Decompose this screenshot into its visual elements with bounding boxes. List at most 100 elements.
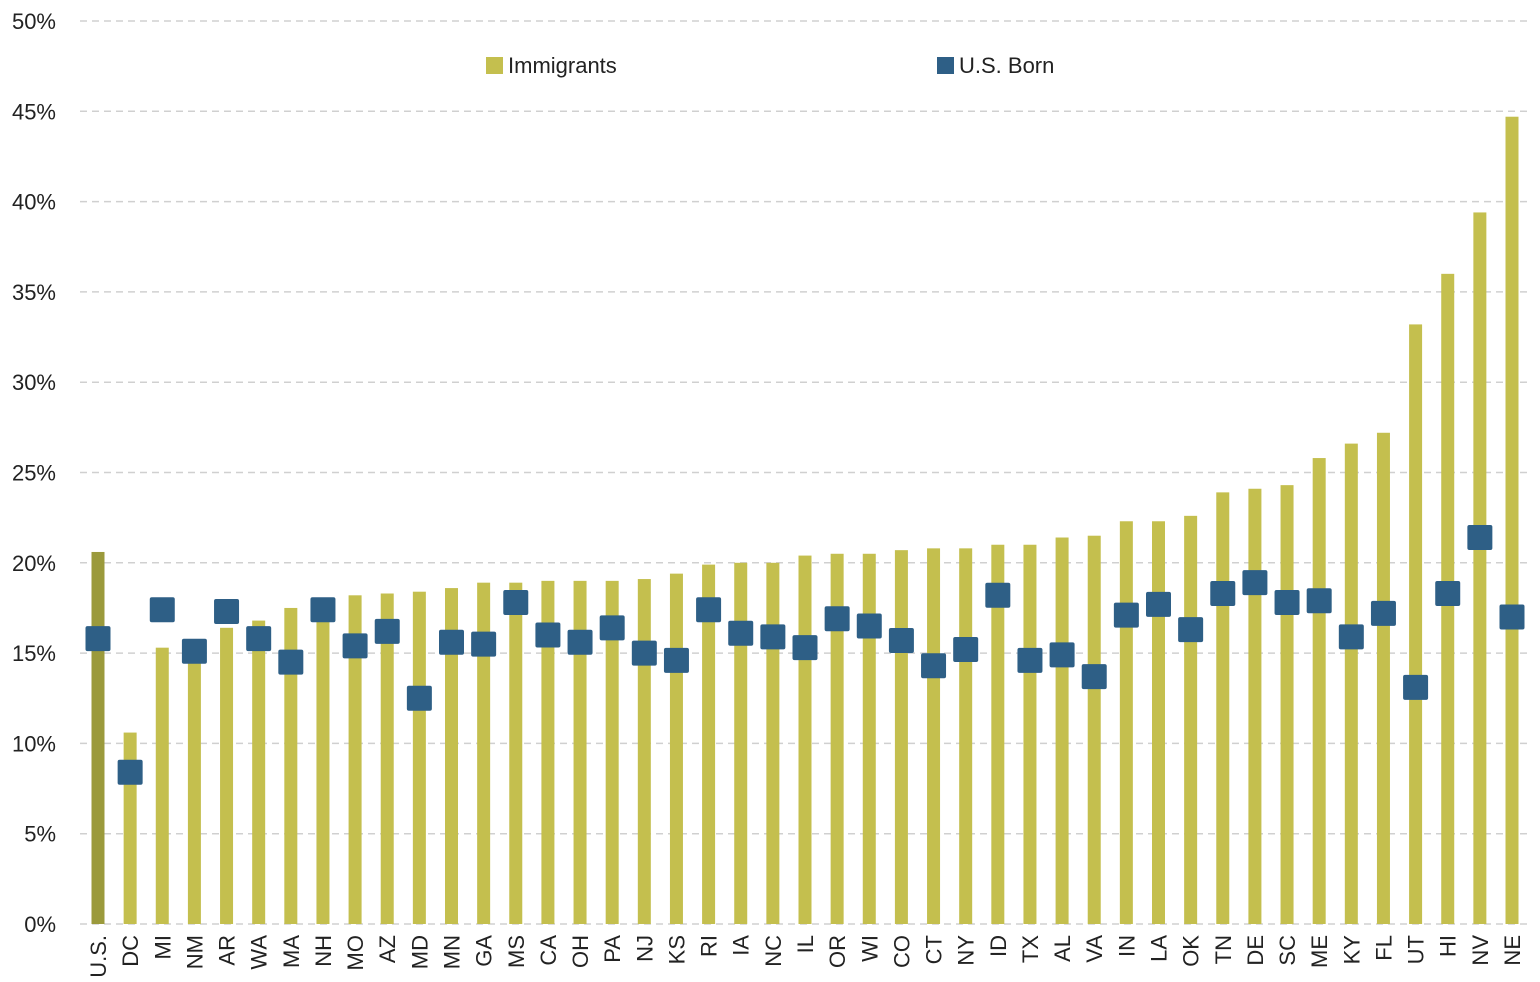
marker: [663, 647, 689, 673]
marker: [1370, 600, 1396, 626]
x-tick-label: ID: [986, 935, 1011, 957]
bar: [1119, 521, 1133, 924]
bar: [1473, 212, 1487, 924]
bar: [477, 582, 491, 924]
marker: [246, 626, 272, 652]
bar: [766, 562, 780, 924]
x-tick-label: WI: [857, 935, 882, 962]
x-tick-label: WA: [247, 935, 272, 970]
x-tick-label: RI: [697, 935, 722, 957]
marker: [921, 653, 947, 679]
y-tick-label: 20%: [12, 551, 56, 576]
bar: [445, 588, 458, 924]
x-tick-label: NJ: [632, 935, 657, 962]
marker: [406, 685, 432, 711]
marker: [985, 582, 1011, 608]
bar: [959, 548, 973, 924]
x-tick-label: OR: [825, 935, 850, 968]
x-tick-label: MD: [407, 935, 432, 969]
bar: [1216, 492, 1230, 924]
x-tick-label: DE: [1243, 935, 1268, 966]
marker: [792, 635, 818, 661]
legend-label: U.S. Born: [959, 53, 1054, 78]
marker: [1178, 617, 1204, 643]
y-tick-label: 10%: [12, 731, 56, 756]
bar: [1055, 537, 1069, 924]
marker: [342, 633, 368, 659]
marker: [374, 618, 400, 644]
marker: [439, 629, 464, 655]
marker: [1210, 581, 1236, 607]
x-tick-label: OK: [1179, 935, 1204, 967]
bar: [927, 548, 941, 924]
marker: [888, 627, 914, 653]
bar: [702, 564, 716, 924]
x-tick-label: KS: [664, 935, 689, 964]
marker: [1499, 604, 1525, 630]
marker: [535, 622, 561, 648]
x-tick-label: PA: [600, 935, 625, 963]
y-tick-label: 0%: [24, 912, 56, 937]
marker: [1081, 664, 1107, 690]
bar: [798, 555, 812, 924]
marker: [1113, 602, 1139, 628]
legend-swatch: [937, 57, 954, 74]
bar: [605, 580, 619, 924]
x-tick-label: NH: [311, 935, 336, 967]
bar: [187, 653, 201, 924]
marker: [728, 620, 754, 646]
x-tick-label: AR: [215, 935, 240, 966]
x-tick-label: ME: [1307, 935, 1332, 968]
x-tick-label: MA: [279, 935, 304, 968]
bar: [1087, 535, 1101, 924]
marker: [181, 638, 207, 664]
bar: [637, 579, 651, 924]
x-tick-label: IA: [729, 935, 754, 956]
x-tick-label: MN: [440, 935, 465, 969]
marker: [117, 759, 143, 785]
marker: [503, 590, 529, 616]
x-tick-label: TX: [1018, 935, 1043, 963]
bar: [1248, 488, 1262, 924]
marker: [631, 640, 657, 666]
x-tick-label: KY: [1339, 935, 1364, 965]
bar: [91, 551, 105, 924]
marker: [149, 597, 175, 623]
x-tick-label: AL: [1050, 935, 1075, 962]
x-tick-label: MS: [504, 935, 529, 968]
marker: [1403, 674, 1429, 700]
y-tick-label: 40%: [12, 190, 56, 215]
y-tick-label: 45%: [12, 99, 56, 124]
x-tick-label: TN: [1211, 935, 1236, 964]
bar: [1505, 116, 1519, 924]
x-tick-label: IN: [1114, 935, 1139, 957]
bar: [991, 544, 1005, 924]
x-tick-label: OH: [568, 935, 593, 968]
bar: [1280, 485, 1294, 924]
bar: [830, 553, 844, 924]
bar: [1152, 521, 1165, 924]
bar: [1312, 458, 1326, 924]
y-tick-label: 30%: [12, 370, 56, 395]
bar: [573, 580, 587, 924]
marker: [310, 597, 336, 623]
x-tick-label: CA: [536, 935, 561, 966]
marker: [85, 626, 111, 652]
marker: [1274, 590, 1300, 616]
marker: [953, 636, 979, 662]
bar: [862, 553, 876, 924]
bar: [509, 582, 523, 924]
bar: [348, 595, 362, 924]
x-tick-label: MO: [343, 935, 368, 970]
x-tick-label: NY: [954, 935, 979, 966]
y-tick-label: 5%: [24, 822, 56, 847]
x-tick-label: AZ: [375, 935, 400, 963]
marker: [696, 597, 722, 623]
y-tick-label: 25%: [12, 461, 56, 486]
bar: [734, 562, 748, 924]
bar: [252, 620, 266, 924]
marker: [214, 599, 240, 625]
legend-label: Immigrants: [508, 53, 617, 78]
marker: [1049, 642, 1075, 668]
marker: [599, 615, 625, 641]
